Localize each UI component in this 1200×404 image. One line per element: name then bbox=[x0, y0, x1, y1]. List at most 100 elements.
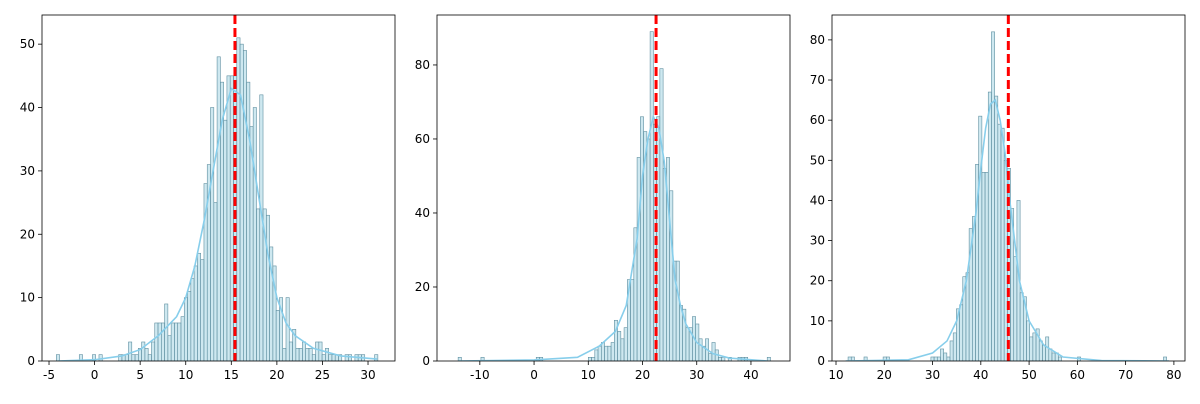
x-tick-label: 10 bbox=[828, 368, 843, 382]
hist-bar bbox=[636, 157, 641, 361]
hist-bar bbox=[940, 348, 944, 361]
y-tick-label: 70 bbox=[810, 73, 825, 87]
plot-area bbox=[845, 15, 1170, 361]
hist-bar bbox=[610, 342, 615, 361]
y-tick-label: 20 bbox=[810, 274, 825, 288]
hist-bar bbox=[1042, 344, 1046, 361]
hist-bar bbox=[480, 356, 485, 361]
x-tick-label: -5 bbox=[43, 368, 55, 382]
hist-bar bbox=[197, 252, 201, 361]
axes-frame bbox=[831, 14, 1186, 362]
y-tick-label: 0 bbox=[422, 354, 430, 368]
hist-bar bbox=[698, 338, 703, 361]
hist-bar bbox=[587, 356, 592, 361]
hist-bar bbox=[997, 123, 1002, 361]
y-tick-label: 20 bbox=[20, 227, 35, 241]
hist-bar bbox=[325, 348, 329, 361]
hist-bar bbox=[348, 354, 352, 361]
hist-bar bbox=[308, 348, 313, 361]
hist-bar bbox=[331, 354, 336, 361]
hist-bar bbox=[256, 208, 261, 361]
hist-bar bbox=[315, 341, 320, 361]
x-tick-label: 60 bbox=[1070, 368, 1085, 382]
x-tick-label: 40 bbox=[743, 368, 758, 382]
hist-bar bbox=[174, 322, 179, 361]
x-tick-label: 30 bbox=[360, 368, 375, 382]
hist-bar bbox=[180, 316, 185, 361]
y-tick-label: 0 bbox=[27, 354, 35, 368]
hist-bar bbox=[994, 95, 999, 361]
hist-bar bbox=[930, 356, 935, 361]
y-tick-label: 60 bbox=[415, 132, 430, 146]
hist-bar bbox=[275, 310, 280, 361]
hist-bar bbox=[210, 107, 215, 361]
hist-bar bbox=[981, 172, 986, 361]
hist-bar bbox=[147, 354, 152, 361]
hist-bar bbox=[933, 356, 938, 361]
y-tick-label: 50 bbox=[810, 153, 825, 167]
subplot: -5 0 5 10 15 20 25 30 0 10 20 30 40 50 bbox=[20, 14, 396, 382]
hist-bar bbox=[1013, 256, 1018, 361]
hist-bar bbox=[607, 345, 612, 361]
hist-bar bbox=[946, 356, 951, 361]
y-tick-label: 10 bbox=[20, 291, 35, 305]
hist-bar bbox=[659, 68, 664, 361]
x-tick-label: 10 bbox=[581, 368, 596, 382]
y-tick-label: 30 bbox=[20, 164, 35, 178]
hist-bar bbox=[604, 345, 609, 361]
x-tick-label: 10 bbox=[178, 368, 193, 382]
hist-bar bbox=[223, 119, 228, 361]
x-tick-label: 30 bbox=[925, 368, 940, 382]
hist-bar bbox=[1000, 127, 1005, 361]
hist-bar bbox=[279, 297, 284, 361]
hist-bar bbox=[1163, 356, 1167, 361]
hist-bar bbox=[305, 348, 310, 361]
hist-bar bbox=[1045, 336, 1050, 361]
x-tick-label: 80 bbox=[1166, 368, 1181, 382]
hist-bar bbox=[321, 354, 326, 361]
hist-bar bbox=[708, 353, 713, 361]
y-tick-label: 40 bbox=[415, 206, 430, 220]
hist-bar bbox=[226, 75, 231, 361]
y-tick-label: 80 bbox=[415, 58, 430, 72]
hist-bar bbox=[167, 335, 172, 361]
hist-bar bbox=[591, 356, 596, 361]
hist-bar bbox=[886, 356, 890, 361]
hist-bar bbox=[239, 43, 244, 361]
hist-bar bbox=[978, 115, 983, 361]
hist-bar bbox=[1026, 320, 1030, 361]
hist-bar bbox=[311, 354, 316, 361]
axes-frame bbox=[436, 14, 791, 362]
hist-bar bbox=[662, 168, 667, 361]
x-tick-label: 20 bbox=[635, 368, 650, 382]
hist-bar bbox=[675, 260, 680, 361]
kde-curve bbox=[458, 114, 768, 361]
hist-bar bbox=[295, 348, 300, 361]
plot-area bbox=[457, 15, 771, 361]
hist-bar bbox=[649, 31, 654, 361]
hist-bar bbox=[1051, 352, 1056, 361]
hist-bar bbox=[711, 342, 716, 361]
hist-bar bbox=[288, 341, 293, 361]
axes-frame bbox=[41, 14, 396, 362]
hist-bar bbox=[243, 50, 247, 361]
subplot: -10 0 10 20 30 40 0 20 40 60 80 bbox=[415, 14, 791, 382]
hist-bar bbox=[302, 341, 306, 361]
x-tick-label: 5 bbox=[136, 368, 144, 382]
hist-bar bbox=[949, 340, 954, 361]
hist-bar bbox=[141, 341, 146, 361]
hist-bar bbox=[374, 354, 379, 361]
x-tick-label: 0 bbox=[530, 368, 538, 382]
hist-bar bbox=[594, 349, 599, 361]
hist-bar bbox=[959, 304, 964, 361]
hist-bar bbox=[620, 338, 625, 361]
hist-bar bbox=[157, 322, 162, 361]
hist-bar bbox=[646, 138, 651, 361]
x-tick-label: 20 bbox=[877, 368, 892, 382]
x-tick-label: -10 bbox=[470, 368, 490, 382]
kde-curve bbox=[845, 98, 1170, 361]
y-tick-label: 50 bbox=[20, 37, 35, 51]
hist-bar bbox=[943, 352, 948, 361]
